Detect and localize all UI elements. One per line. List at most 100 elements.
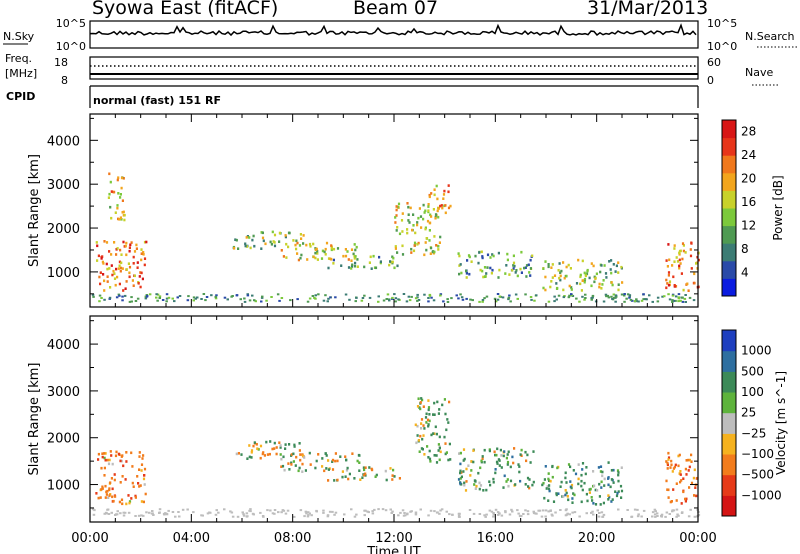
ground-scatter-cell [507,298,510,301]
scatter-cell [687,289,690,292]
scatter-cell [675,256,678,259]
colorbar-tick-label: 28 [741,125,756,139]
nsearch-tick-top: 10^5 [707,17,737,30]
scatter-cell [514,271,517,274]
scatter-cell [314,251,317,255]
scatter-cell [427,209,430,212]
scatter-cell [564,489,567,492]
scatter-cell [564,493,567,497]
freq-unit-label: [MHz] [5,67,37,80]
ground-scatter-cell [524,509,527,512]
ground-scatter-cell [439,294,442,297]
scatter-cell [489,483,492,487]
scatter-cell [570,483,574,487]
scatter-cell [570,286,573,289]
ground-scatter-cell [265,299,268,302]
ground-scatter-cell [117,293,121,296]
scatter-cell [138,468,141,471]
scatter-cell [435,184,438,188]
scatter-cell [465,272,468,275]
scatter-cell [620,466,623,469]
scatter-cell [607,494,610,497]
scatter-cell [507,484,510,488]
ground-scatter-cell [144,297,148,300]
scatter-cell [678,253,681,256]
scatter-cell [422,203,425,207]
ground-scatter-cell [167,296,171,299]
ground-scatter-cell [273,512,276,515]
scatter-cell [347,477,350,481]
ground-scatter-cell [307,511,310,514]
scatter-cell [567,263,570,267]
scatter-cell [449,458,452,461]
scatter-cell [680,272,683,275]
colorbar-tick-label: −100 [741,447,774,461]
ground-scatter-cell [677,296,680,299]
scatter-cell [506,463,509,466]
scatter-cell [442,197,445,200]
scatter-cell [465,480,468,483]
scatter-cell [512,267,515,270]
ground-scatter-cell [436,511,439,514]
scatter-cell [672,467,675,470]
scatter-cell [125,268,128,271]
scatter-cell [435,432,438,436]
scatter-cell [401,253,405,256]
scatter-cell [364,474,367,477]
scatter-cell [419,434,422,438]
scatter-cell [113,478,116,482]
ground-scatter-cell [177,511,180,513]
scatter-cell [679,470,682,473]
ground-scatter-cell [468,509,472,511]
freq-label: Freq. [5,52,32,65]
ground-scatter-cell [314,294,317,297]
y-tick-label: 2000 [47,432,80,447]
scatter-cell [427,205,430,208]
scatter-cell [506,460,510,464]
scatter-cell [601,474,604,478]
scatter-cell [418,406,421,409]
scatter-cell [248,236,251,239]
ground-scatter-cell [98,294,102,297]
scatter-cell [284,443,287,446]
scatter-cell [261,236,265,240]
ground-scatter-cell [455,294,458,297]
scatter-cell [422,405,425,408]
ground-scatter-cell [677,300,680,303]
scatter-cell [444,412,447,416]
ground-scatter-cell [417,299,421,301]
ground-scatter-cell [223,508,226,511]
nsky-label: N.Sky [3,30,35,43]
scatter-cell [602,279,605,282]
scatter-cell [488,448,491,451]
scatter-cell [375,473,378,477]
scatter-cell [140,258,143,262]
scatter-cell [350,267,353,270]
ground-scatter-cell [648,294,651,297]
ground-scatter-cell [416,299,419,302]
scatter-cell [279,446,282,449]
ground-scatter-cell [535,512,538,515]
ground-scatter-cell [171,297,174,300]
scatter-cell [443,189,446,193]
scatter-cell [434,216,437,220]
scatter-cell [244,242,247,246]
ground-scatter-cell [615,295,618,298]
scatter-cell [463,457,466,461]
scatter-cell [485,488,488,492]
ground-scatter-cell [533,299,536,302]
ground-scatter-cell [248,509,251,512]
scatter-cell [532,450,535,453]
plot-frame [89,315,699,523]
scatter-cell [463,481,466,485]
scatter-cell [604,272,608,275]
scatter-cell [417,241,420,245]
ground-scatter-cell [344,293,348,296]
scatter-cell [117,192,120,195]
ground-scatter-cell [248,299,252,302]
scatter-cell [140,271,143,275]
colorbar-tick-label: 1000 [741,344,772,358]
scatter-cell [680,502,683,505]
scatter-cell [599,270,602,274]
scatter-cell [564,476,567,480]
